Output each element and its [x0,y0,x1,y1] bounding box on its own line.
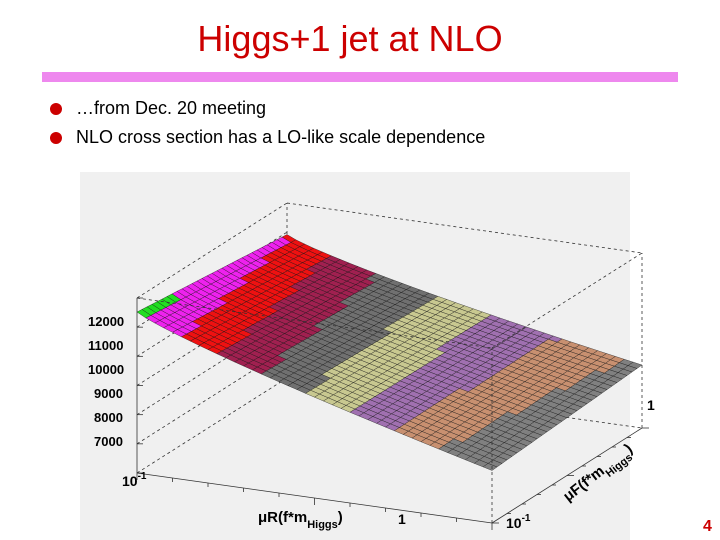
bullet-item: NLO cross section has a LO-like scale de… [50,123,485,152]
z-tick-label: 8000 [94,410,123,425]
y-tick-label: 10-1 [506,513,531,531]
bullet-dot-icon [50,132,62,144]
plot-frame-back [136,202,643,474]
x-axis-label: μR(f*mHiggs) [258,509,343,531]
title-underline [42,72,678,82]
bullet-text: NLO cross section has a LO-like scale de… [76,127,486,147]
page-number: 4 [703,518,712,535]
z-tick-label: 7000 [94,434,123,449]
bullet-list: …from Dec. 20 meeting NLO cross section … [50,94,485,152]
z-tick-label: 9000 [94,386,123,401]
slide-title: Higgs+1 jet at NLO [197,18,503,59]
z-tick-label: 11000 [88,338,123,353]
surface-plot-svg: 12000 11000 10000 9000 8000 7000 10-1 1 … [80,172,655,540]
z-axis-tick-labels: 12000 11000 10000 9000 8000 7000 [88,314,124,449]
surface-plot: 12000 11000 10000 9000 8000 7000 10-1 1 … [80,172,660,540]
x-tick-label: 10-1 [122,471,147,489]
y-tick-label: 1 [647,397,655,413]
plot-frame-front [136,252,649,530]
surface-cell [482,463,498,471]
bullet-dot-icon [50,103,62,115]
z-tick-label: 12000 [88,314,124,329]
z-tick-label: 10000 [88,362,124,377]
bullet-item: …from Dec. 20 meeting [50,94,485,123]
x-tick-label: 1 [398,511,406,527]
surface-mesh [136,234,643,471]
bullet-text: …from Dec. 20 meeting [76,98,267,118]
